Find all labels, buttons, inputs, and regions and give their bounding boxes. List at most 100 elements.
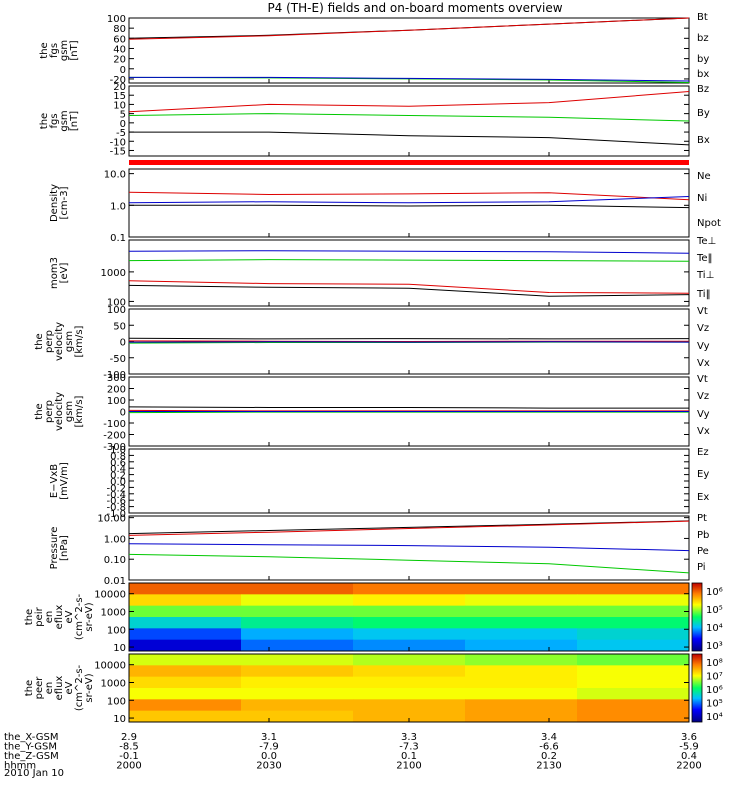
heatmap-cell [577, 699, 690, 712]
y-axis-label: [eV] [59, 263, 70, 284]
heatmap-cell [465, 676, 578, 689]
y-axis-label: peir [34, 606, 45, 626]
series-line-Ti [128, 259, 690, 262]
y-axis-label: the [39, 113, 50, 129]
heatmap-cell [353, 654, 466, 666]
panel-peir_eflux: 10⁶ 10⁵ 10⁴ 10³ 10000 1000 100 10 the peir en eflux… [24, 582, 723, 654]
y-axis-label: the [34, 333, 45, 349]
legend-label: Te⊥ [696, 236, 716, 247]
panel-frame [128, 448, 690, 514]
heatmap-cell [465, 665, 578, 678]
colorbar-tick-label: 10⁴ [706, 623, 723, 634]
y-tick-label: 0.2 [110, 471, 126, 482]
y-tick-label: -0.4 [106, 490, 126, 501]
panel-frame [128, 17, 690, 84]
heatmap-cell [353, 639, 466, 652]
heatmap-cell [129, 639, 242, 652]
y-axis-label: (cm^2-s- [74, 664, 85, 711]
heatmap-cell [241, 583, 354, 595]
legend-label: Ti‖ [696, 289, 711, 300]
y-tick-label: 0 [120, 65, 126, 76]
heatmap-cell [353, 628, 466, 641]
y-axis-label: Density [49, 184, 60, 222]
legend-label: Vy [697, 341, 710, 352]
x-axis-tick-value: -8.5 [119, 742, 139, 753]
x-axis-date: 2010 Jan 10 [4, 768, 64, 779]
heatmap-cell [353, 583, 466, 595]
x-axis-tick-value: 0.4 [681, 751, 697, 762]
heatmap-cell [465, 605, 578, 618]
y-tick-label: 100 [107, 625, 126, 636]
series-line-Vt [128, 337, 690, 340]
legend-label: Vy [697, 409, 710, 420]
x-axis-tick-value: 2000 [116, 761, 141, 772]
heatmap-cell [465, 710, 578, 723]
y-tick-label: 0.6 [110, 458, 126, 469]
x-axis-tick-value: 3.3 [401, 732, 417, 743]
heatmap-cell [129, 594, 242, 607]
y-tick-label: 0.8 [110, 451, 126, 462]
panel-e_vxb: 1.00.80.60.40.20.0-0.2-0.4-0.6-0.8-1.0 E−… [49, 445, 709, 520]
x-axis-tick-value: -7.3 [399, 742, 419, 753]
x-axis-tick-value: 3.1 [261, 732, 277, 743]
heatmap-cell [465, 583, 578, 595]
y-axis-label: the [24, 680, 35, 696]
heatmap-cell [353, 617, 466, 629]
x-axis-tick-value: 2.9 [121, 732, 137, 743]
y-tick-label: 1.00 [104, 534, 126, 545]
series-line-Pi [128, 543, 690, 552]
y-tick-label: -1.0 [106, 509, 126, 520]
y-tick-label: 100 [107, 297, 126, 308]
heatmap-cell [241, 676, 354, 689]
y-tick-label: 300 [107, 373, 126, 384]
y-axis-label: [mV/m] [59, 462, 70, 500]
heatmap-cell [577, 583, 690, 595]
heatmap-cell [241, 710, 354, 723]
y-axis-label: gsm [64, 401, 75, 422]
heatmap-cell [577, 594, 690, 607]
y-tick-label: 50 [113, 321, 126, 332]
heatmap-cell [241, 639, 354, 652]
series-line-Vy [128, 411, 689, 414]
legend-label: Bx [697, 135, 710, 146]
x-axis-tick-value: 3.6 [681, 732, 697, 743]
y-tick-label: -5 [116, 128, 126, 139]
y-tick-label: 10 [113, 643, 126, 654]
series-line-bx [129, 76, 690, 82]
legend-label: Bt [697, 12, 708, 23]
x-axis-row-label: the_Y-GSM [4, 742, 57, 753]
y-axis-label: gsm [59, 110, 70, 131]
series-line-Bx [129, 131, 690, 146]
y-tick-label: -15 [110, 146, 126, 157]
panel-frame [128, 239, 690, 307]
legend-label: Te‖ [696, 253, 713, 264]
x-axis-tick-value: 0.2 [541, 751, 557, 762]
heatmap-cell [241, 699, 354, 712]
panel-temperature: 1000 100 mom3 [eV] Te⊥ Te‖ Ti⊥ Ti‖ [49, 236, 716, 308]
y-axis-label: peer [34, 676, 45, 700]
heatmap-cell [129, 710, 242, 723]
y-tick-label: 15 [113, 91, 126, 102]
y-axis-label: E−VxB [49, 464, 60, 498]
colorbar [691, 582, 703, 652]
y-tick-label: -0.8 [106, 503, 126, 514]
heatmap-cell [129, 617, 242, 629]
legend-label: Vz [697, 391, 709, 402]
colorbar-tick-label: 10⁵ [706, 699, 723, 710]
legend-label: Ti⊥ [696, 270, 714, 281]
heatmap-cell [353, 710, 466, 723]
figure-title: P4 (TH-E) fields and on-board moments ov… [267, 1, 562, 15]
y-axis-label: perp [44, 330, 55, 353]
y-axis-label: [cm-3] [59, 186, 70, 219]
x-axis-tick-value: 0.1 [401, 751, 417, 762]
y-tick-label: 0.10 [104, 555, 126, 566]
x-axis-tick-value: 2100 [396, 761, 421, 772]
heatmap-cell [353, 699, 466, 712]
y-axis-label: fgs [49, 113, 60, 128]
series-line-Vt [128, 406, 689, 409]
y-tick-label: 80 [113, 24, 126, 35]
heatmap-cell [129, 628, 242, 641]
